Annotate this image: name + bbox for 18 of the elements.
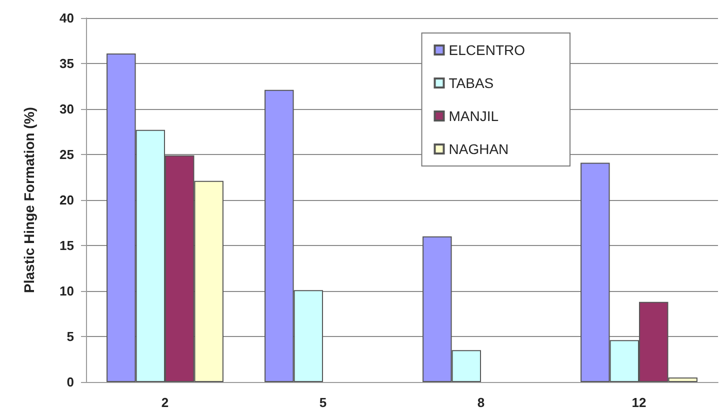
y-tick-label: 10	[60, 284, 74, 298]
legend-label: NAGHAN	[448, 141, 509, 157]
y-axis-title: Plastic Hinge Formation (%)	[21, 107, 37, 293]
legend-label: ELCENTRO	[448, 42, 526, 58]
x-tick-label: 2	[161, 395, 169, 410]
legend-label: MANJIL	[448, 108, 499, 124]
y-tick-label: 5	[66, 329, 74, 344]
y-tick-label: 0	[66, 374, 74, 390]
x-tick-label: 5	[319, 395, 327, 410]
y-tick-label: 35	[60, 56, 74, 71]
y-tick-label: 25	[60, 147, 74, 162]
legend-label: TABAS	[448, 75, 494, 91]
y-tick-label: 20	[60, 192, 74, 208]
x-tick-label: 8	[477, 395, 485, 410]
y-tick-label: 30	[60, 102, 74, 116]
y-tick-label: 15	[60, 238, 74, 253]
x-tick-label: 12	[632, 395, 646, 410]
y-tick-label: 40	[60, 10, 74, 26]
